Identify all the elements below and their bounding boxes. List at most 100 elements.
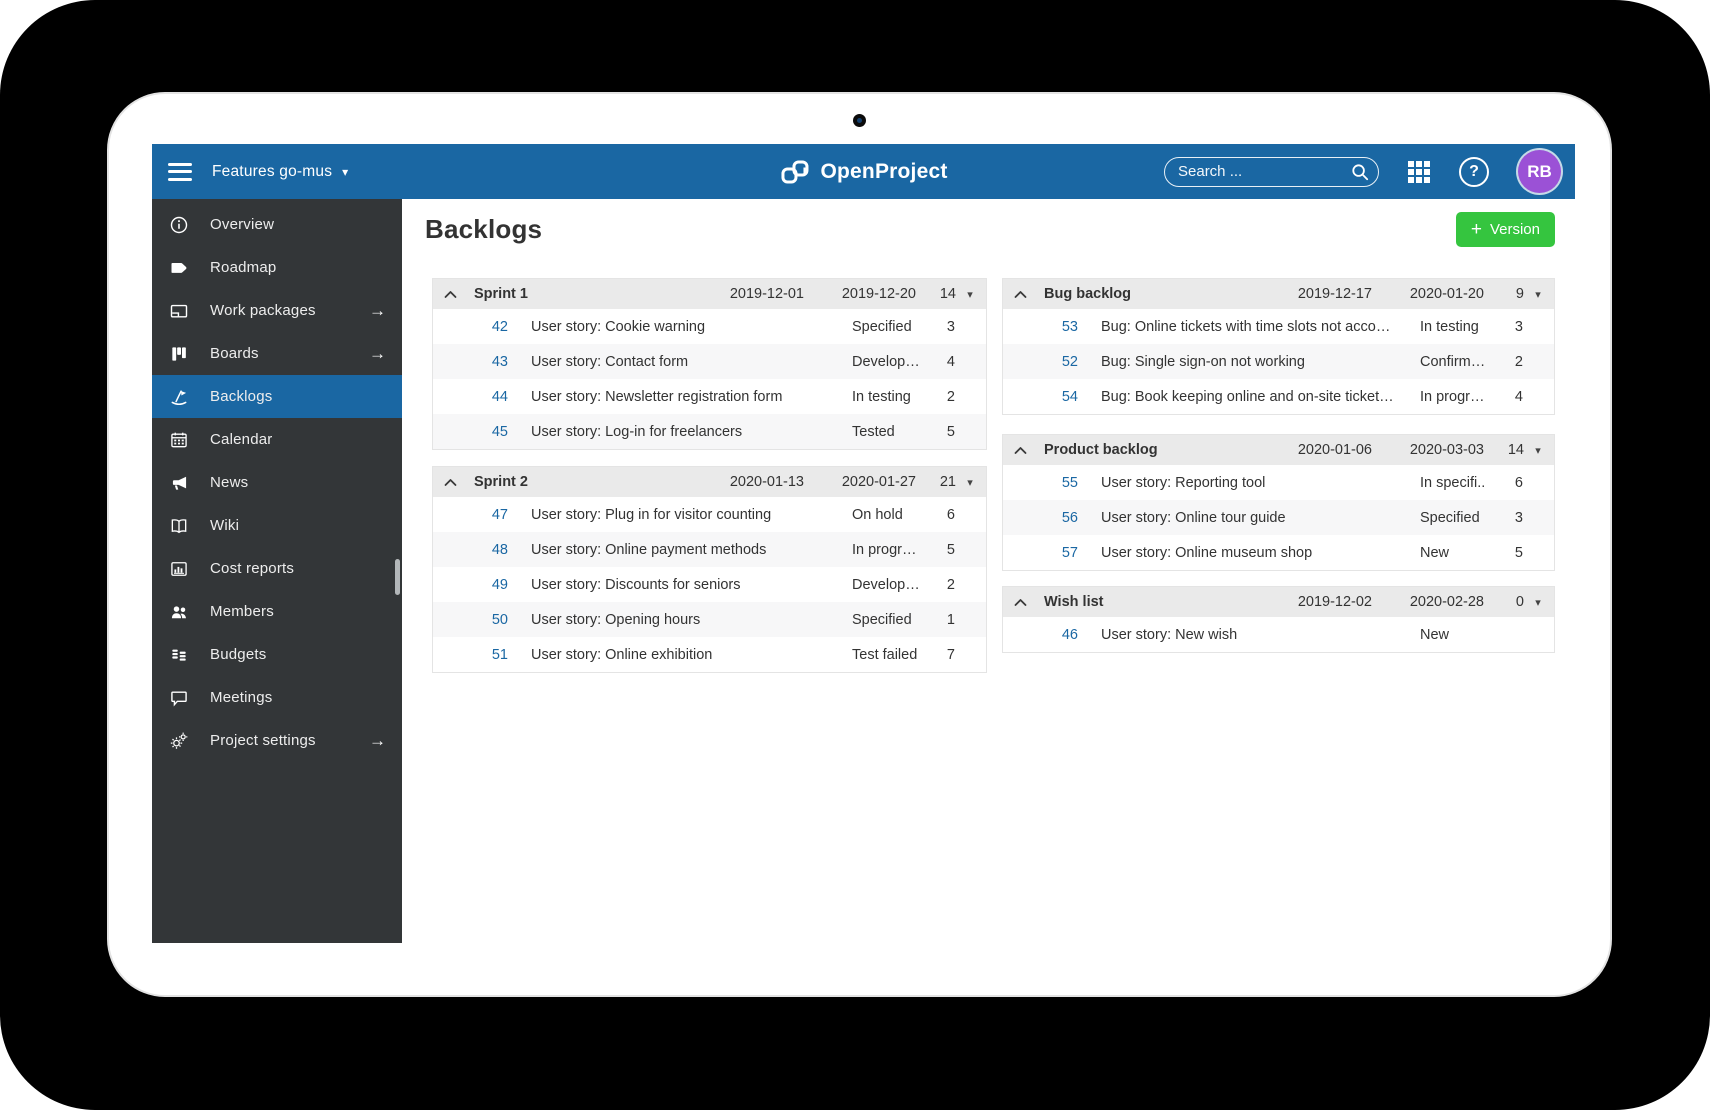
work-package-id-link[interactable]: 48 xyxy=(491,541,508,558)
sidebar-item-news[interactable]: News xyxy=(152,461,402,504)
work-package-id-link[interactable]: 44 xyxy=(491,388,508,405)
arrow-right-icon[interactable]: → xyxy=(369,343,386,363)
sidebar-item-wiki[interactable]: Wiki xyxy=(152,504,402,547)
calendar-icon xyxy=(168,429,190,451)
work-package-row[interactable]: 53 Bug: Online tickets with time slots no… xyxy=(1003,309,1554,344)
work-package-row[interactable]: 49 User story: Discounts for seniors Devel… xyxy=(433,567,986,602)
panel-start-date: 2019-12-17 xyxy=(1297,286,1372,302)
work-package-id-link[interactable]: 53 xyxy=(1061,318,1078,335)
main-content: Backlogs + Version Sprint 1 2019-12-01 201… xyxy=(402,199,1575,943)
sidebar-item-members[interactable]: Members xyxy=(152,590,402,633)
work-package-id-link[interactable]: 45 xyxy=(491,423,508,440)
panel-start-date: 2019-12-02 xyxy=(1297,594,1372,610)
work-package-row[interactable]: 43 User story: Contact form Develop… 4 xyxy=(433,344,986,379)
sidebar-item-label: News xyxy=(210,474,249,491)
arrow-right-icon[interactable]: → xyxy=(369,300,386,320)
sidebar-item-roadmap[interactable]: Roadmap xyxy=(152,246,402,289)
work-package-row[interactable]: 54 Bug: Book keeping online and on-site t… xyxy=(1003,379,1554,414)
work-package-subject: User story: Contact form xyxy=(531,353,689,370)
work-package-row[interactable]: 44 User story: Newsletter registration fo… xyxy=(433,379,986,414)
work-package-id-link[interactable]: 46 xyxy=(1061,626,1078,643)
work-package-row[interactable]: 47 User story: Plug in for visitor counti… xyxy=(433,497,986,532)
meetings-icon xyxy=(168,687,190,709)
work-package-id-link[interactable]: 50 xyxy=(491,611,508,628)
project-switcher[interactable]: Features go-mus xyxy=(212,162,333,180)
work-package-id-link[interactable]: 56 xyxy=(1061,509,1078,526)
grid-apps-icon[interactable] xyxy=(1408,160,1430,183)
hamburger-menu-icon[interactable] xyxy=(168,162,192,181)
sidebar-item-project-settings[interactable]: Project settings → xyxy=(152,719,402,762)
sidebar-item-meetings[interactable]: Meetings xyxy=(152,676,402,719)
panel-points-count: 14 xyxy=(1507,442,1524,458)
work-package-points: 6 xyxy=(946,506,955,523)
work-package-points: 2 xyxy=(946,576,955,593)
work-package-status: Develop… xyxy=(852,353,920,370)
sidebar-nav: Overview Roadmap Work packages → Boards → Back… xyxy=(152,199,402,943)
panel-menu-caret-icon[interactable]: ▾ xyxy=(967,476,973,489)
panel-end-date: 2019-12-20 xyxy=(841,286,916,302)
sidebar-item-label: Project settings xyxy=(210,732,316,749)
work-package-row[interactable]: 48 User story: Online payment methods In p… xyxy=(433,532,986,567)
work-package-status: In testing xyxy=(1420,318,1479,335)
work-packages-icon xyxy=(168,300,190,322)
collapse-chevron-up-icon[interactable] xyxy=(444,290,464,299)
work-package-id-link[interactable]: 55 xyxy=(1061,474,1078,491)
work-package-id-link[interactable]: 57 xyxy=(1061,544,1078,561)
panel-menu-caret-icon[interactable]: ▾ xyxy=(1535,596,1541,609)
work-package-subject: User story: Online exhibition xyxy=(531,646,713,663)
panel-header: Bug backlog 2019-12-17 2020-01-20 9 ▾ xyxy=(1003,279,1554,309)
work-package-status: In progr… xyxy=(852,541,917,558)
work-package-id-link[interactable]: 47 xyxy=(491,506,508,523)
search-icon[interactable] xyxy=(1350,162,1370,182)
add-version-button[interactable]: + Version xyxy=(1455,212,1555,247)
work-package-row[interactable]: 42 User story: Cookie warning Specified 3 xyxy=(433,309,986,344)
work-package-row[interactable]: 52 Bug: Single sign-on not working Confirm… xyxy=(1003,344,1554,379)
work-package-row[interactable]: 50 User story: Opening hours Specified 1 xyxy=(433,602,986,637)
collapse-chevron-up-icon[interactable] xyxy=(1014,290,1034,299)
work-package-row[interactable]: 46 User story: New wish New xyxy=(1003,617,1554,652)
panel-menu-caret-icon[interactable]: ▾ xyxy=(967,288,973,301)
logo-text: OpenProject xyxy=(820,159,948,183)
work-package-row[interactable]: 55 User story: Reporting tool In specifi..… xyxy=(1003,465,1554,500)
sidebar-item-calendar[interactable]: Calendar xyxy=(152,418,402,461)
panel-menu-caret-icon[interactable]: ▾ xyxy=(1535,288,1541,301)
work-package-row[interactable]: 51 User story: Online exhibition Test fail… xyxy=(433,637,986,672)
collapse-chevron-up-icon[interactable] xyxy=(1014,446,1034,455)
openproject-logo[interactable]: OpenProject xyxy=(779,144,947,199)
work-package-id-link[interactable]: 49 xyxy=(491,576,508,593)
work-package-row[interactable]: 57 User story: Online museum shop New 5 xyxy=(1003,535,1554,570)
arrow-right-icon[interactable]: → xyxy=(369,730,386,750)
work-package-id-link[interactable]: 51 xyxy=(491,646,508,663)
work-package-id-link[interactable]: 43 xyxy=(491,353,508,370)
sidebar-item-boards[interactable]: Boards → xyxy=(152,332,402,375)
boards-icon xyxy=(168,343,190,365)
panel-menu-caret-icon[interactable]: ▾ xyxy=(1535,444,1541,457)
help-icon[interactable]: ? xyxy=(1459,156,1489,187)
sidebar-item-overview[interactable]: Overview xyxy=(152,203,402,246)
work-package-subject: User story: Cookie warning xyxy=(531,318,706,335)
sidebar-item-work-packages[interactable]: Work packages → xyxy=(152,289,402,332)
work-package-id-link[interactable]: 52 xyxy=(1061,353,1078,370)
work-package-subject: User story: Discounts for seniors xyxy=(531,576,741,593)
collapse-chevron-up-icon[interactable] xyxy=(444,478,464,487)
sidebar-scrollbar[interactable] xyxy=(395,559,400,595)
panel-title: Wish list xyxy=(1044,594,1104,610)
sidebar-item-budgets[interactable]: Budgets xyxy=(152,633,402,676)
work-package-subject: User story: Online payment methods xyxy=(531,541,767,558)
work-package-row[interactable]: 56 User story: Online tour guide Specified… xyxy=(1003,500,1554,535)
work-package-points: 2 xyxy=(946,388,955,405)
sidebar-item-cost-reports[interactable]: Cost reports xyxy=(152,547,402,590)
openproject-app: Features go-mus ▾ OpenProject xyxy=(152,144,1575,943)
work-package-id-link[interactable]: 54 xyxy=(1061,388,1078,405)
chevron-down-icon[interactable]: ▾ xyxy=(342,164,349,179)
panel-end-date: 2020-03-03 xyxy=(1409,442,1484,458)
search-input[interactable] xyxy=(1164,156,1379,187)
user-avatar[interactable]: RB xyxy=(1518,150,1561,193)
work-package-points: 1 xyxy=(946,611,955,628)
work-package-row[interactable]: 45 User story: Log-in for freelancers Test… xyxy=(433,414,986,449)
collapse-chevron-up-icon[interactable] xyxy=(1014,598,1034,607)
work-package-status: New xyxy=(1420,544,1450,561)
work-package-subject: Bug: Book keeping online and on-site tic… xyxy=(1101,388,1394,405)
work-package-id-link[interactable]: 42 xyxy=(491,318,508,335)
sidebar-item-backlogs[interactable]: Backlogs xyxy=(152,375,402,418)
